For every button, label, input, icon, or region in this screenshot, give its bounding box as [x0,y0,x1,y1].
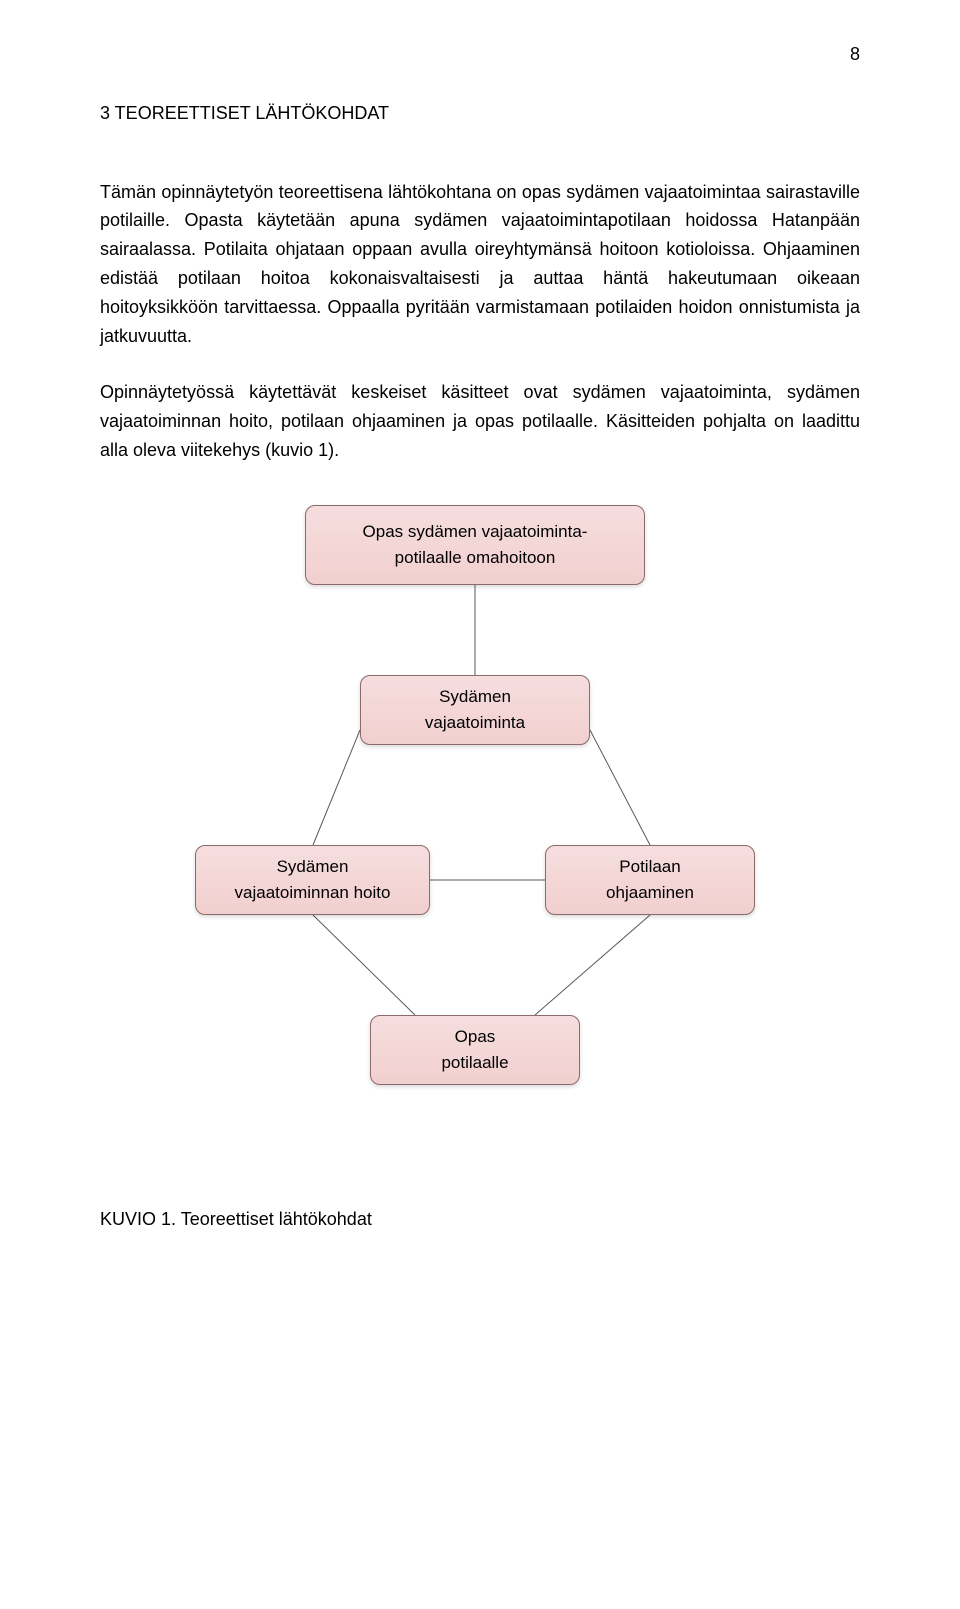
section-heading: 3 TEOREETTISET LÄHTÖKOHDAT [100,99,860,128]
diagram-node-label: vajaatoiminnan hoito [235,880,391,906]
paragraph-2: Opinnäytetyössä käytettävät keskeiset kä… [100,378,860,464]
diagram-node-label: potilaalle [441,1050,508,1076]
page-number: 8 [100,40,860,69]
diagram-node-label: Sydämen [439,684,511,710]
diagram-node-label: Opas [455,1024,496,1050]
diagram-node-bottom: Opaspotilaalle [370,1015,580,1085]
diagram-node-label: vajaatoiminta [425,710,525,736]
diagram-node-right: Potilaanohjaaminen [545,845,755,915]
concept-diagram: Opas sydämen vajaatoiminta-potilaalle om… [165,505,795,1145]
diagram-node-left: Sydämenvajaatoiminnan hoito [195,845,430,915]
figure-caption: KUVIO 1. Teoreettiset lähtökohdat [100,1205,860,1234]
diagram-node-label: Opas sydämen vajaatoiminta- [363,519,588,545]
diagram-node-top: Opas sydämen vajaatoiminta-potilaalle om… [305,505,645,585]
diagram-node-label: potilaalle omahoitoon [395,545,556,571]
diagram-node-label: ohjaaminen [606,880,694,906]
diagram-node-mid: Sydämenvajaatoiminta [360,675,590,745]
diagram-node-label: Sydämen [277,854,349,880]
paragraph-1: Tämän opinnäytetyön teoreettisena lähtök… [100,178,860,351]
diagram-node-label: Potilaan [619,854,680,880]
